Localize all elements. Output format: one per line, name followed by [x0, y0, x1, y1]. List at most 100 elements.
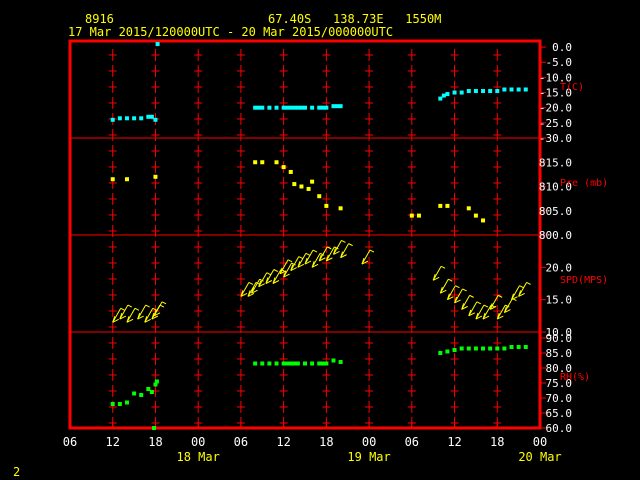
- relative_humidity-point: [502, 346, 507, 351]
- wind-arrow: [482, 304, 496, 320]
- temperature-point: [124, 116, 129, 121]
- relative_humidity-point: [152, 426, 157, 430]
- relative_humidity-point: [445, 349, 450, 354]
- marks-layer: [110, 42, 531, 430]
- wind-arrow: [279, 259, 293, 275]
- wind-arrow: [503, 298, 517, 314]
- y-tick-label: 805.0: [539, 205, 572, 218]
- temperature-point: [516, 87, 521, 92]
- relative_humidity-point: [292, 361, 297, 366]
- relative_humidity-point: [452, 348, 457, 352]
- temperature-point: [324, 105, 329, 110]
- relative_humidity-point: [516, 345, 521, 349]
- temperature-point: [155, 42, 160, 47]
- y-tick-label: 60.0: [546, 422, 573, 435]
- y-tick-label: 20.0: [546, 261, 573, 274]
- y-tick-label: -25.0: [539, 117, 572, 130]
- wind-arrow: [240, 281, 254, 297]
- relative_humidity-point: [438, 351, 443, 355]
- temperature-point: [320, 105, 325, 110]
- wind-arrow: [333, 239, 346, 255]
- wind-arrow: [251, 278, 264, 294]
- station-id: 8916: [85, 12, 114, 26]
- pressure-point: [317, 194, 322, 199]
- x-date-label: 20 Mar: [518, 450, 561, 464]
- temperature-point: [274, 105, 279, 110]
- relative_humidity-point: [288, 361, 293, 366]
- relative_humidity-point: [303, 361, 307, 366]
- y-tick-label: 10.0: [546, 326, 573, 339]
- pressure-point: [299, 184, 304, 189]
- relative_humidity-point: [274, 361, 279, 366]
- y-tick-label: 80.0: [546, 362, 573, 375]
- grid-layer: [68, 39, 546, 430]
- relative_humidity-point: [285, 361, 290, 366]
- wind-arrow: [511, 285, 524, 301]
- wind-arrow: [304, 249, 318, 265]
- station-location: 67.40S 138.73E 1550M: [268, 12, 441, 26]
- x-tick-label: 12: [447, 435, 461, 449]
- wind-arrow: [446, 285, 460, 301]
- relative_humidity-point: [481, 346, 486, 351]
- temperature-point: [110, 117, 115, 122]
- y-tick-label: -15.0: [539, 87, 572, 100]
- wind-arrow: [318, 246, 332, 262]
- temperature-point: [473, 89, 478, 94]
- x-tick-label: 06: [234, 435, 248, 449]
- pressure-point: [124, 177, 129, 182]
- y-tick-label: 85.0: [546, 347, 573, 360]
- y-tick-label: 0.0: [552, 41, 572, 54]
- wind-arrow: [325, 246, 339, 262]
- wind-arrow: [468, 301, 482, 317]
- relative_humidity-point: [117, 402, 122, 406]
- temperature-point: [310, 105, 315, 110]
- relative_humidity-point: [473, 346, 478, 351]
- relative_humidity-point: [310, 361, 315, 366]
- pressure-point: [466, 206, 471, 211]
- wind-arrow: [153, 301, 167, 317]
- wind-arrow: [265, 269, 279, 284]
- relative_humidity-point: [260, 361, 265, 366]
- x-tick-label: 00: [191, 435, 205, 449]
- relative_humidity-point: [459, 346, 464, 351]
- x-tick-label: 00: [362, 435, 376, 449]
- x-tick-label: 06: [63, 435, 77, 449]
- pressure-axis-label: Pre (mb): [560, 178, 608, 189]
- wind-arrow: [137, 304, 150, 320]
- pressure-point: [445, 203, 450, 208]
- relative_humidity-point: [139, 393, 144, 397]
- y-tick-label: -5.0: [546, 56, 573, 69]
- wind-arrow: [119, 304, 133, 320]
- temperature-point: [253, 105, 258, 110]
- pressure-point: [409, 213, 414, 218]
- temperature-point: [335, 104, 340, 109]
- wind-arrow: [297, 252, 311, 268]
- relative_humidity-point: [466, 346, 471, 351]
- temperature-point: [132, 116, 137, 121]
- pressure-point: [306, 186, 311, 191]
- relative_humidity-point: [338, 360, 343, 364]
- y-tick-label: 810.0: [539, 181, 572, 194]
- temperature-point: [331, 104, 336, 109]
- wind-arrow: [489, 294, 503, 310]
- x-tick-label: 12: [106, 435, 120, 449]
- temperature-point: [452, 90, 457, 95]
- wind-arrow: [258, 272, 271, 288]
- temperature-point: [117, 116, 122, 121]
- relative_humidity-point: [488, 346, 493, 351]
- relative_humidity-point: [146, 387, 151, 391]
- temperature-point: [466, 89, 471, 94]
- pressure-point: [253, 160, 258, 165]
- temperature-point: [267, 105, 272, 110]
- wind-arrow: [361, 249, 375, 265]
- pressure-point: [473, 213, 478, 218]
- temperature-point: [285, 105, 290, 110]
- temperature-point: [288, 105, 293, 110]
- wind-arrow: [151, 304, 165, 320]
- temperature-point: [139, 116, 144, 121]
- wind_speed-axis-label: SPD(MPS): [560, 275, 608, 286]
- x-tick-label: 06: [405, 435, 419, 449]
- wind-arrow: [126, 307, 140, 323]
